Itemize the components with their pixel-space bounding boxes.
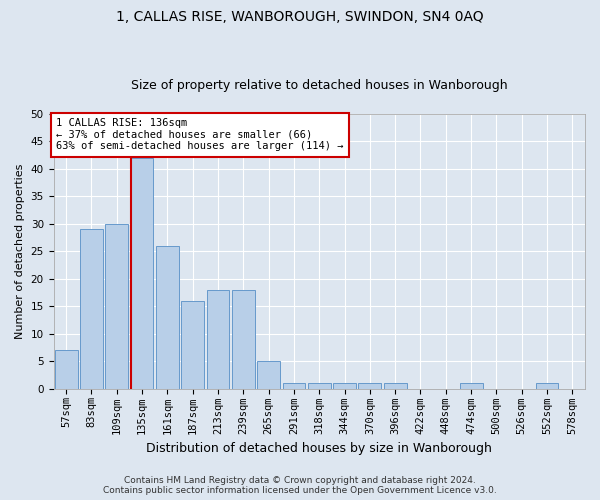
Bar (308, 383, 331, 388)
Bar (55, 350, 77, 389)
Bar (156, 246, 179, 388)
Bar (384, 383, 407, 388)
Bar (333, 383, 356, 388)
Bar (283, 383, 305, 388)
Bar (181, 300, 204, 388)
Bar (206, 290, 229, 388)
Bar (131, 158, 154, 388)
Bar (358, 383, 381, 388)
Bar (536, 383, 559, 388)
Bar (460, 383, 482, 388)
Text: 1, CALLAS RISE, WANBOROUGH, SWINDON, SN4 0AQ: 1, CALLAS RISE, WANBOROUGH, SWINDON, SN4… (116, 10, 484, 24)
Y-axis label: Number of detached properties: Number of detached properties (15, 164, 25, 339)
X-axis label: Distribution of detached houses by size in Wanborough: Distribution of detached houses by size … (146, 442, 492, 455)
Bar (80, 230, 103, 388)
Text: 1 CALLAS RISE: 136sqm
← 37% of detached houses are smaller (66)
63% of semi-deta: 1 CALLAS RISE: 136sqm ← 37% of detached … (56, 118, 344, 152)
Bar (257, 361, 280, 388)
Bar (106, 224, 128, 388)
Bar (232, 290, 255, 388)
Title: Size of property relative to detached houses in Wanborough: Size of property relative to detached ho… (131, 79, 508, 92)
Text: Contains HM Land Registry data © Crown copyright and database right 2024.
Contai: Contains HM Land Registry data © Crown c… (103, 476, 497, 495)
